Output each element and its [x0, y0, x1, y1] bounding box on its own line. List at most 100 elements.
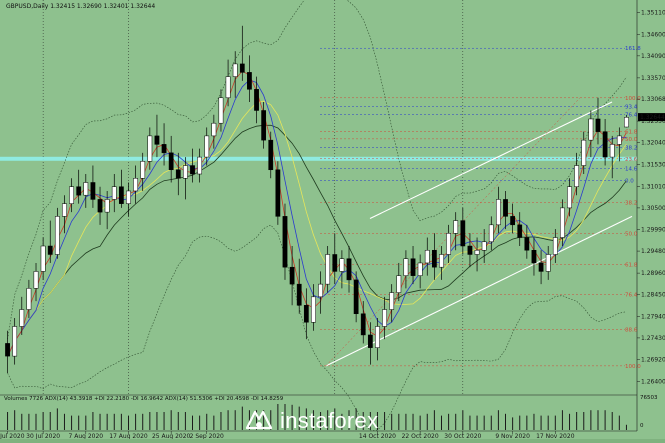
candle-body [26, 288, 32, 310]
candle-body [154, 135, 160, 145]
candle-body [140, 161, 146, 179]
candle-body [69, 186, 74, 204]
candle-body [218, 97, 224, 124]
x-tick-label: 17 Aug 2020 [109, 433, 148, 439]
fib-level-label: 61.8 [625, 263, 638, 269]
candle-body [609, 144, 615, 158]
x-tick-label: 7 Aug 2020 [68, 433, 103, 439]
candle-body [76, 186, 82, 196]
candle-body [12, 326, 18, 357]
candle-body [161, 144, 167, 154]
candle-body [225, 76, 231, 99]
candle-body [318, 283, 323, 298]
candle-body [254, 89, 259, 111]
y-tick-label: 1.35110 [641, 10, 665, 17]
x-tick-label: 2 Sep 2020 [190, 433, 224, 439]
fib-level-label: 38.2 [625, 145, 637, 151]
fib-level-label: 38.2 [625, 200, 637, 206]
x-tick-label: 17 Nov 2020 [536, 433, 575, 439]
candle-body [332, 254, 338, 272]
candle-body [375, 326, 380, 348]
candle-body [595, 118, 601, 132]
candle-body [247, 72, 252, 90]
candle-body [545, 254, 551, 272]
candle-body [275, 169, 281, 217]
candle-body [54, 216, 60, 255]
candle-body [204, 135, 210, 158]
candle-body [303, 305, 309, 323]
x-tick-label: 22 Oct 2020 [402, 433, 439, 439]
x-tick-label: 14 Oct 2020 [359, 433, 396, 439]
bollinger-lower [7, 224, 627, 432]
candle-body [282, 216, 288, 268]
candle-body [118, 186, 124, 204]
fib-level-label: 76.4 [625, 113, 638, 119]
price-scale [637, 0, 665, 439]
candle-body [325, 254, 331, 285]
candle-body [83, 182, 89, 196]
fib-level-label: 23.6 [625, 157, 638, 163]
candle-body [410, 258, 416, 276]
candle-body [261, 110, 267, 141]
candle-body [5, 343, 10, 357]
y-tick-label: 1.33570 [641, 75, 665, 82]
candle-body [346, 258, 352, 281]
candle-body [446, 233, 451, 255]
candle-body [616, 135, 622, 145]
candle-body [126, 190, 131, 204]
candle-body [168, 152, 174, 171]
candle-body [111, 186, 117, 200]
fib-level-label: 100.0 [625, 364, 641, 370]
y-tick-label: 1.30500 [641, 205, 665, 212]
ma-red [7, 70, 627, 357]
candle-body [133, 177, 138, 192]
candle-body [403, 258, 409, 276]
candle-body [552, 237, 558, 255]
candle-body [467, 245, 473, 255]
y-tick-label: 1.34600 [641, 31, 665, 38]
candle-body [488, 224, 494, 243]
fib-level-label: 50.0 [625, 231, 638, 237]
candle-body [360, 313, 366, 336]
fib-level-label: 76.4 [625, 293, 638, 299]
y-tick-label: 1.27430 [641, 335, 665, 342]
y-tick-label: 1.32550 [641, 118, 665, 125]
instaforex-logo: instaforex [244, 405, 414, 437]
y-tick-label: 1.34090 [641, 53, 665, 60]
current-price-label: 1.32644 [640, 114, 665, 121]
fib-level-label: 100.0 [625, 96, 641, 102]
fib-level-label: 50.0 [625, 137, 638, 143]
y-tick-label: 1.26920 [641, 357, 665, 364]
candle-body [289, 266, 295, 285]
y-tick-label: 1.26400 [641, 379, 665, 386]
candle-body [581, 139, 587, 166]
volume-scale-bottom: 0 [640, 423, 644, 429]
current-price-marker [638, 113, 665, 122]
instaforex-logo-icon [245, 410, 273, 430]
candle-body [197, 156, 203, 175]
y-tick-label: 1.29480 [641, 248, 665, 255]
y-tick-label: 1.32040 [641, 140, 665, 147]
candle-body [339, 258, 345, 272]
candle-body [19, 309, 25, 327]
candle-body [574, 165, 580, 187]
y-tick-label: 1.33068 [641, 96, 665, 103]
fib-level-label: 14.6 [625, 167, 638, 173]
channel-upper [369, 101, 613, 219]
candle-body [97, 199, 103, 213]
volume-panel [0, 395, 637, 431]
y-tick-label: 1.28450 [641, 292, 665, 299]
y-tick-label: 1.31530 [641, 161, 665, 168]
candle-body [211, 122, 217, 137]
candle-body [439, 254, 444, 268]
fib-level-label: 61.8 [625, 130, 638, 136]
candle-body [396, 275, 402, 293]
candle-body [147, 135, 153, 162]
candle-body [424, 249, 430, 264]
candle-body [190, 165, 195, 175]
candle-body [40, 245, 46, 272]
x-tick-label: 30 Oct 2020 [444, 433, 481, 439]
candle-body [239, 63, 245, 73]
candle-body [602, 131, 608, 158]
